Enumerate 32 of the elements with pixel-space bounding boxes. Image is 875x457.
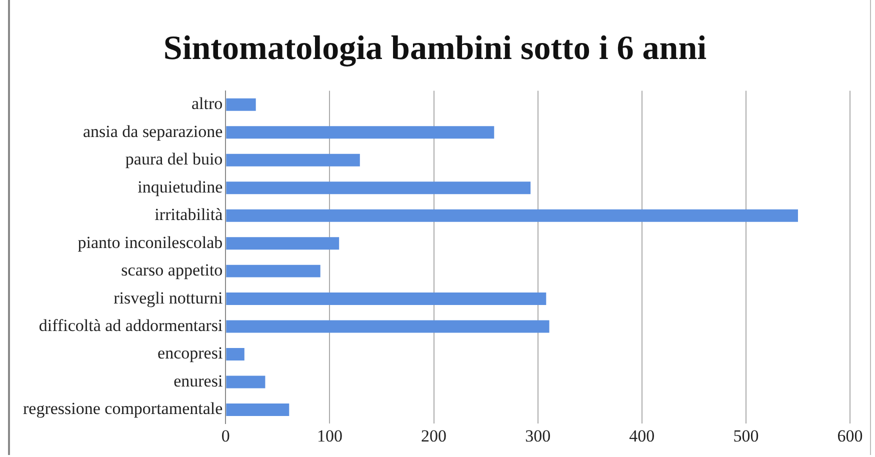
y-tick-label: difficoltà ad addormentarsi: [38, 316, 223, 335]
y-tick-label: altro: [192, 94, 223, 114]
bar: [226, 376, 266, 388]
x-tick-label: 0: [221, 426, 230, 446]
y-tick-label: scarso appetito: [121, 260, 223, 280]
bar: [226, 154, 360, 166]
y-tick-label: risvegli notturni: [114, 288, 223, 308]
bar: [226, 264, 320, 278]
bar: [226, 292, 546, 306]
y-tick-label: inquietudine: [138, 177, 223, 196]
x-tick-label: 100: [316, 426, 342, 446]
y-tick-label: paura del buio: [125, 150, 223, 169]
y-tick-label: encopresi: [158, 344, 223, 363]
bar: [226, 320, 550, 333]
x-tick-label: 500: [733, 426, 759, 446]
y-tick-label: enuresi: [174, 371, 223, 390]
y-tick-label: pianto inconilescolab: [78, 232, 223, 252]
y-tick-label: ansia da separazione: [82, 122, 223, 141]
x-tick-label: 200: [421, 426, 447, 446]
bar: [226, 209, 798, 222]
x-tick-label: 300: [525, 426, 551, 446]
y-tick-label: irritabilità: [154, 205, 224, 224]
bar: [226, 98, 256, 111]
bar: [226, 403, 290, 416]
chart-title: Sintomatologia bambini sotto i 6 anni: [163, 30, 707, 68]
y-tick-label: regressione comportamentale: [22, 399, 223, 418]
bar: [226, 126, 494, 139]
bar: [226, 237, 340, 250]
x-tick-label: 400: [629, 426, 655, 446]
x-tick-label: 600: [837, 426, 863, 446]
bar: [226, 182, 531, 194]
bar: [226, 348, 244, 361]
